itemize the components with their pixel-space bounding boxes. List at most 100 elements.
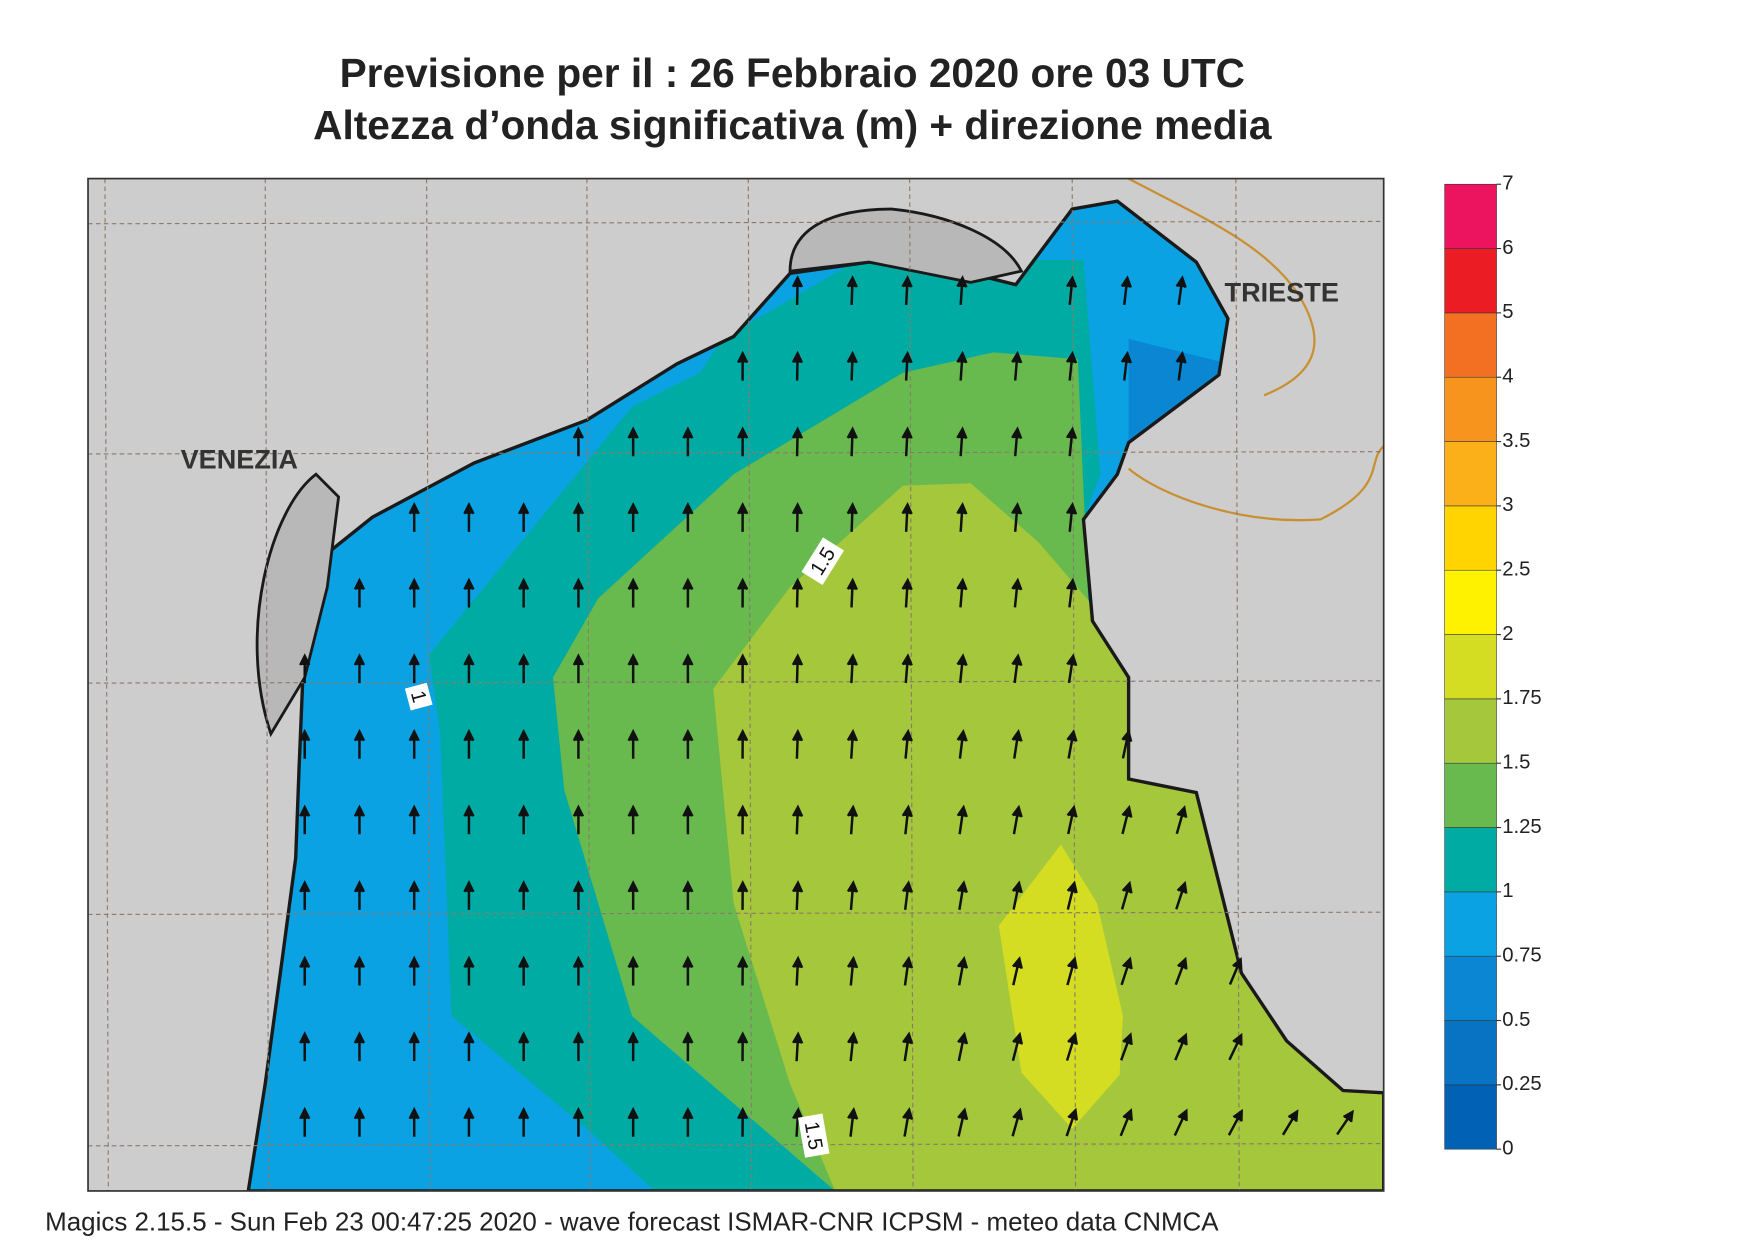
lagoon (255, 472, 341, 738)
subtitle: Altezza d’onda significativa (m) + direz… (313, 102, 1272, 148)
arrow (737, 426, 749, 457)
arrow (463, 1106, 475, 1137)
graticule-line (104, 178, 109, 1191)
colorbar-label: 2.5 (1502, 559, 1530, 581)
arrow (901, 350, 913, 381)
arrow (1011, 502, 1023, 532)
arrow (791, 426, 804, 457)
colorbar-band (1444, 248, 1497, 314)
colorbar-band (1444, 1084, 1497, 1150)
arrow (846, 653, 858, 684)
arrow (572, 653, 585, 684)
arrow (956, 955, 969, 986)
arrow (847, 1107, 859, 1137)
arrow (1174, 1032, 1188, 1061)
contour-label: 1 (404, 682, 433, 711)
arrow (791, 350, 804, 381)
arrow (846, 275, 858, 306)
arrow (1120, 956, 1133, 986)
arrow (737, 501, 749, 532)
arrow (682, 653, 694, 684)
arrow (1065, 350, 1078, 381)
colorbar-label: 1.75 (1502, 687, 1542, 709)
colorbar-band (1444, 569, 1497, 635)
arrow (1119, 1032, 1133, 1061)
colorbar-band (1444, 312, 1497, 378)
colorbar-label: 1.25 (1502, 816, 1542, 838)
colorbar-band (1444, 376, 1497, 442)
contour-label-text: 1.5 (800, 1120, 827, 1152)
arrow (956, 350, 968, 381)
arrow (1065, 426, 1078, 457)
arrow (1011, 1031, 1024, 1062)
footer: Magics 2.15.5 - Sun Feb 23 00:47:25 2020… (45, 1208, 1219, 1236)
arrow (572, 804, 585, 835)
arrow (846, 577, 858, 608)
arrow (901, 501, 913, 532)
arrow (627, 955, 639, 986)
arrow (956, 880, 968, 910)
arrow (1175, 350, 1187, 381)
graticule (88, 178, 1384, 1191)
arrow (518, 653, 530, 684)
arrow (791, 880, 804, 910)
arrow (518, 728, 530, 759)
arrow (1228, 956, 1243, 985)
graticule-line (88, 220, 1384, 225)
arrow (682, 955, 694, 986)
arrow (1066, 880, 1078, 910)
arrow (353, 955, 366, 986)
colorbar-band (1444, 762, 1497, 828)
colorbar-band (1444, 441, 1497, 507)
arrow (1066, 956, 1078, 986)
arrow (627, 728, 639, 759)
contour-label-text: 1 (406, 689, 430, 706)
city-label: TRIESTE (1225, 277, 1339, 308)
arrow (682, 1106, 694, 1137)
arrow (737, 1106, 749, 1137)
arrow (791, 804, 804, 835)
contour-label: 1.5 (797, 1113, 830, 1158)
colorbar-label: 0.5 (1502, 1009, 1530, 1031)
arrow (572, 728, 585, 759)
colorbar-band (1444, 698, 1497, 764)
city-label: VENEZIA (181, 444, 298, 475)
arrow (353, 728, 366, 759)
arrow (1011, 956, 1023, 986)
arrow (956, 804, 968, 835)
arrow (408, 1031, 420, 1062)
arrow (792, 1106, 804, 1137)
arrow (682, 1031, 694, 1062)
graticule-line (88, 451, 1384, 455)
border (1127, 178, 1384, 522)
colorbar-band (1444, 1020, 1497, 1086)
graticule-line (426, 178, 431, 1191)
arrow (1119, 1108, 1133, 1137)
arrow (847, 1031, 859, 1062)
field-band (713, 483, 1384, 1191)
arrow (463, 1031, 475, 1062)
arrow (572, 880, 585, 910)
lagoon (788, 207, 1024, 284)
arrow (627, 880, 639, 910)
colorbar-label: 0 (1502, 1138, 1513, 1160)
arrow (682, 728, 694, 759)
arrow (518, 1106, 530, 1137)
colorbar-label: 0.75 (1502, 945, 1542, 967)
arrow (1066, 577, 1078, 608)
arrow (1065, 275, 1078, 306)
arrow (1120, 275, 1132, 306)
graticule-line (1235, 178, 1240, 1191)
colorbar-label: 7 (1502, 173, 1513, 195)
arrow (1011, 880, 1023, 910)
arrow (353, 880, 366, 910)
colorbar-label: 1 (1502, 880, 1513, 902)
arrow (518, 501, 530, 532)
arrow (682, 577, 694, 608)
arrow (901, 653, 913, 684)
arrow (463, 955, 475, 986)
colorbar-label: 6 (1502, 237, 1513, 259)
map-frame (87, 177, 1385, 1192)
arrow (353, 653, 366, 684)
